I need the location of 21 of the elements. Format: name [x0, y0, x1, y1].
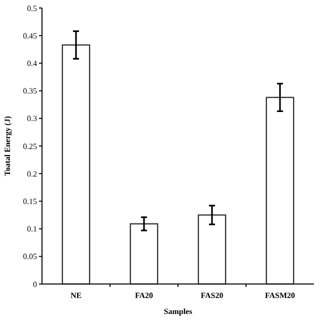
bar	[130, 223, 158, 285]
x-tick-label: NE	[70, 291, 82, 300]
x-axis-title: Samples	[164, 307, 192, 316]
y-tick-label: 0.05	[23, 252, 37, 262]
x-tick-label: FAS20	[200, 291, 224, 300]
y-tick-label: 0.4	[27, 59, 37, 68]
x-tick-label: FA20	[134, 291, 154, 300]
bar	[266, 96, 294, 285]
bar	[62, 44, 90, 285]
y-tick-label: 0.1	[27, 224, 37, 234]
y-tick-label: 0.5	[27, 4, 37, 13]
y-tick-label: 0.3	[27, 114, 37, 124]
y-tick-label: 0.25	[23, 142, 37, 151]
y-tick-label: 0.35	[23, 86, 37, 96]
bar	[198, 214, 226, 285]
y-tick-label: 0.45	[23, 31, 37, 40]
y-tick-label: 0.15	[23, 197, 37, 206]
y-axis-title: Toatal Energy (J)	[3, 116, 12, 176]
y-tick-label: 0.2	[27, 169, 37, 178]
x-tick-label: FASM20	[264, 291, 296, 300]
y-tick-label: 0	[33, 280, 37, 289]
